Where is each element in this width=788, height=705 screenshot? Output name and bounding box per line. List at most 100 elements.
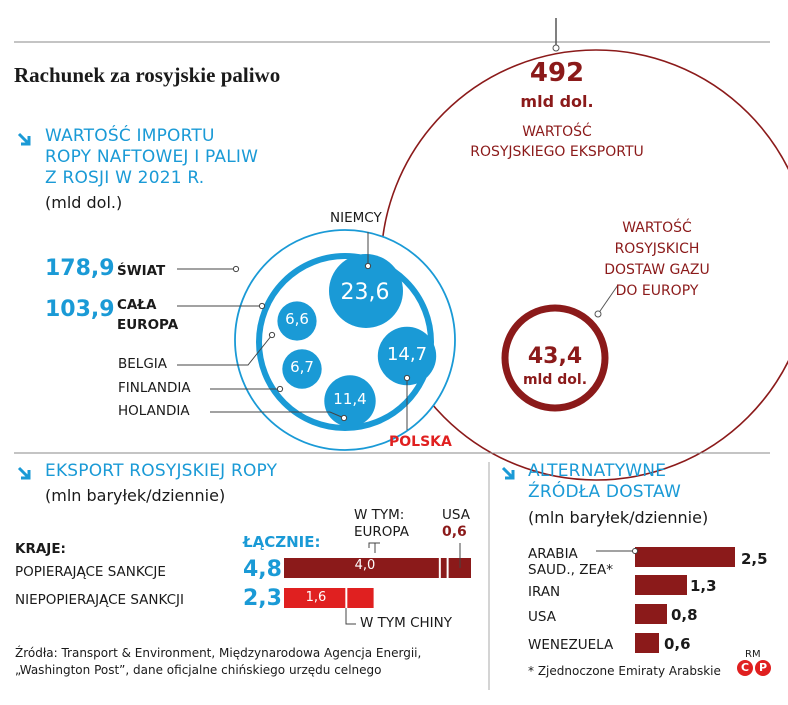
- oil-export-heading: EKSPORT ROSYJSKIEJ ROPY: [45, 461, 278, 481]
- belgia-leader-dot: [268, 331, 276, 339]
- arrow-down-right-icon: [17, 466, 31, 480]
- country-label-polska: POLSKA: [389, 434, 452, 450]
- oil-export-unit: (mln baryłek/dziennie): [45, 486, 226, 505]
- gas-label-line: DO EUROPY: [615, 283, 699, 299]
- alt-bar-2: [635, 604, 667, 624]
- china-bracket: [345, 608, 356, 625]
- country-label-finlandia: FINLANDIA: [118, 380, 191, 396]
- alt-value-iran: 1,3: [690, 577, 717, 595]
- alt-unit: (mln baryłek/dziennie): [528, 508, 709, 527]
- alt-label-line: SAUD., ZEA*: [528, 562, 613, 578]
- gas-value: 43,4: [527, 344, 583, 369]
- sources-note: Źródła: Transport & Environment, Międzyn…: [15, 645, 485, 679]
- bubble-value-niemcy: 23,6: [340, 280, 390, 305]
- bar-total-no-sanctions: [284, 588, 374, 608]
- export-total-label-1: WARTOŚĆ: [522, 124, 592, 140]
- alt-label-usa: USA: [528, 609, 556, 625]
- alt-value-arabia: 2,5: [741, 550, 768, 568]
- alt-leader-dot: [632, 548, 638, 554]
- alt-label-line: ARABIA: [528, 546, 578, 562]
- gas-unit: mld dol.: [522, 372, 588, 388]
- holandia-leader-dot: [340, 414, 348, 422]
- bar-total-sanctions: [284, 558, 471, 578]
- europe-header-2: EUROPA: [354, 524, 409, 540]
- world-leader-dot: [232, 265, 240, 273]
- import-heading: WARTOŚĆ IMPORTU ROPY NAFTOWEJ I PALIW Z …: [45, 126, 258, 189]
- credit-p-icon: P: [755, 660, 771, 676]
- alt-bar-1: [635, 575, 687, 595]
- gas-pointer-line: [597, 284, 619, 315]
- europe-value: 103,9: [45, 297, 115, 322]
- holandia-leader: [210, 411, 345, 419]
- usa-header-value: 0,6: [442, 524, 467, 540]
- europe-bracket: [368, 542, 380, 548]
- gas-label-line: DOSTAW GAZU: [604, 262, 710, 278]
- alt-label-iran: IRAN: [528, 584, 561, 600]
- belgia-leader: [177, 334, 273, 366]
- gas-pointer-dot: [594, 310, 602, 318]
- alt-label-arabia: ARABIA SAUD., ZEA*: [528, 546, 613, 578]
- row-label-sanctions: POPIERAJĄCE SANKCJE: [15, 564, 166, 580]
- europe-label-line: EUROPA: [117, 317, 179, 333]
- bubble-value-finlandia: 6,7: [290, 358, 314, 376]
- row-total-sanctions: 4,8: [243, 557, 282, 582]
- bubble-value-holandia: 11,4: [333, 390, 367, 408]
- europe-header-1: W TYM:: [354, 507, 405, 523]
- bar-label-europe: 4,0: [354, 558, 376, 573]
- world-value: 178,9: [45, 256, 115, 281]
- bubble-polska: [377, 326, 437, 386]
- import-unit: (mld dol.): [45, 193, 123, 212]
- bubble-niemcy: [329, 254, 403, 328]
- polska-leader-dot: [403, 374, 411, 382]
- arrow-down-right-icon: [501, 466, 515, 480]
- sources-line: „Washington Post”, dane oficjalne chińsk…: [15, 663, 382, 677]
- credit-rm: RM: [745, 649, 761, 660]
- countries-header: KRAJE:: [15, 541, 66, 557]
- credit-c-icon: C: [737, 660, 753, 676]
- arrow-down-right-icon: [17, 132, 31, 146]
- import-heading-line: ROPY NAFTOWEJ I PALIW: [45, 147, 259, 167]
- europe-label-line: CAŁA: [117, 297, 157, 313]
- finlandia-leader-dot: [276, 385, 284, 393]
- alt-heading: ALTERNATYWNE ŹRÓDŁA DOSTAW: [528, 461, 681, 503]
- export-total-unit: mld dol.: [520, 92, 594, 111]
- europe-leader-dot: [258, 302, 266, 310]
- usa-header: USA: [442, 507, 470, 523]
- row-label-no-sanctions: NIEPOPIERAJĄCE SANKCJI: [15, 592, 184, 608]
- import-heading-line: WARTOŚĆ IMPORTU: [45, 126, 215, 146]
- bubble-value-belgia: 6,6: [285, 310, 309, 328]
- alt-bar-0: [635, 547, 735, 567]
- export-pointer-dot: [552, 44, 560, 52]
- alt-label-wenezuela: WENEZUELA: [528, 637, 614, 653]
- alt-heading-line: ŹRÓDŁA DOSTAW: [528, 482, 681, 502]
- bubble-value-polska: 14,7: [386, 344, 428, 365]
- footnote: * Zjednoczone Emiraty Arabskie: [528, 664, 721, 678]
- sources-line: Źródła: Transport & Environment, Międzyn…: [15, 646, 422, 660]
- gas-label-line: WARTOŚĆ: [622, 220, 692, 236]
- export-total-label-2: ROSYJSKIEGO EKSPORTU: [470, 144, 644, 160]
- page-title: Rachunek za rosyjskie paliwo: [14, 63, 281, 87]
- bar-label-china: 1,6: [305, 590, 327, 605]
- gas-label-line: ROSYJSKICH: [614, 241, 700, 257]
- export-total-value: 492: [529, 58, 585, 88]
- china-label: W TYM CHINY: [360, 615, 452, 631]
- alt-value-usa: 0,8: [671, 606, 698, 624]
- bubble-finlandia: [282, 349, 322, 389]
- alt-bar-3: [635, 633, 659, 653]
- alt-value-wenezuela: 0,6: [664, 635, 691, 653]
- gas-label: WARTOŚĆ ROSYJSKICH DOSTAW GAZU DO EUROPY: [582, 218, 732, 302]
- world-label: ŚWIAT: [117, 263, 166, 279]
- import-heading-line: Z ROSJI W 2021 R.: [45, 168, 205, 188]
- country-label-belgia: BELGIA: [118, 356, 167, 372]
- bubble-belgia: [277, 301, 317, 341]
- bubble-holandia: [324, 375, 376, 427]
- alt-heading-line: ALTERNATYWNE: [528, 461, 667, 481]
- country-label-niemcy: NIEMCY: [330, 210, 382, 226]
- total-header: ŁĄCZNIE:: [243, 533, 321, 551]
- country-label-holandia: HOLANDIA: [118, 403, 190, 419]
- niemcy-leader-dot: [364, 262, 372, 270]
- gas-circle: [501, 304, 609, 412]
- europe-label: CAŁA EUROPA: [117, 295, 178, 335]
